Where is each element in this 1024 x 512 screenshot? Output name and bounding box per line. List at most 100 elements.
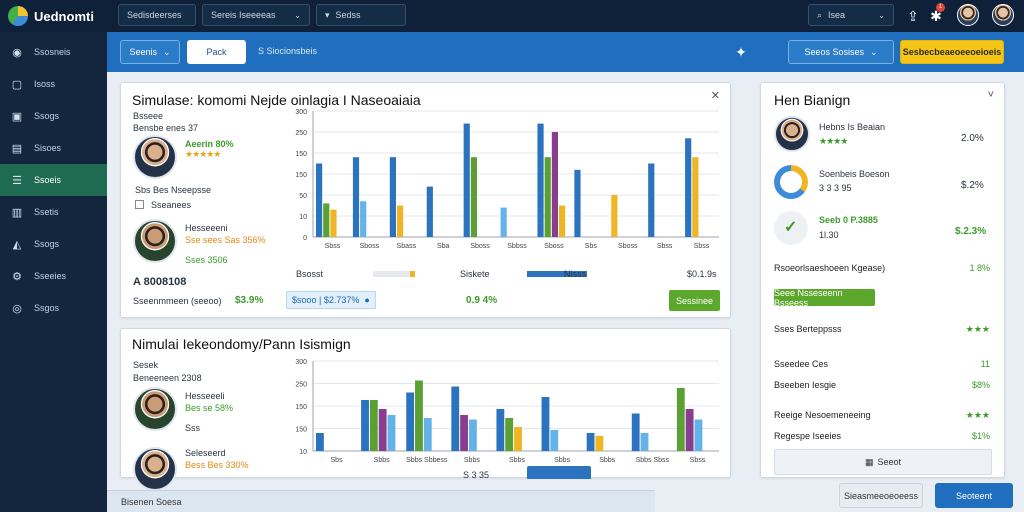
y-tick-label: 50 xyxy=(299,193,307,200)
secondary-button[interactable]: Sieasmeeoeoeess xyxy=(839,483,923,508)
legend-value: $0.1.9s xyxy=(687,269,717,279)
person-avatar xyxy=(133,135,177,179)
close-icon[interactable]: ˅ xyxy=(987,89,994,101)
person-1-rating: ★★★★★ xyxy=(185,149,221,159)
bar xyxy=(640,433,649,451)
row-value: $1% xyxy=(971,431,990,441)
list-icon: ☰ xyxy=(12,174,22,187)
x-tick-label: Sbbs xyxy=(374,457,390,464)
sidebar-item-label: Isoss xyxy=(34,79,56,89)
panel-1-action-button[interactable]: Sessinee xyxy=(669,290,720,311)
checkbox-label: Sseanees xyxy=(151,200,192,210)
sidebar-item-9[interactable]: ◎ Ssgos xyxy=(0,292,107,324)
sidebar-item-2[interactable]: ▢ Isoss xyxy=(0,68,107,100)
notification-badge: 1 xyxy=(936,3,945,12)
right-row-1: Rsoeorlsaeshoeen Kgease) 1 8% xyxy=(774,263,990,273)
right-green-button-label: Seee Nsseseenn Bsseess xyxy=(774,287,843,308)
person-1-score: Aeerin 80% xyxy=(185,139,234,149)
y-tick-label: 250 xyxy=(295,130,307,137)
app-logo[interactable]: Uednomti xyxy=(0,6,118,26)
sidebar-item-3[interactable]: ▣ Ssogs xyxy=(0,100,107,132)
row-label: Sseedee Ces xyxy=(774,359,829,369)
x-tick-label: Sboss xyxy=(544,243,564,250)
upload-icon[interactable]: ⇪ xyxy=(907,7,919,24)
bar xyxy=(460,415,468,451)
search-input[interactable]: ⌕ Isea ⌄ xyxy=(808,4,894,26)
simulation-panel-1: Simulase: komomi Nejde oinlagia I Naseoa… xyxy=(120,82,731,318)
panel-2-subtitle: Sesek xyxy=(133,360,159,370)
bar xyxy=(550,430,559,451)
bar xyxy=(692,157,699,237)
row-value: ★★★ xyxy=(965,410,990,420)
sidebar-item-8[interactable]: ⚙ Sseeies xyxy=(0,260,107,292)
logo-icon xyxy=(8,6,28,26)
right-bottom-button-label: Seeot xyxy=(877,457,902,467)
sidebar-item-1[interactable]: ◉ Ssosneis xyxy=(0,36,107,68)
x-tick-label: Sboss xyxy=(618,243,638,250)
bar xyxy=(631,413,640,451)
y-tick-label: 300 xyxy=(295,109,307,116)
chevron-down-icon: ⌄ xyxy=(294,10,301,20)
filter-icon: ▾ xyxy=(325,9,330,20)
status-text: Bisenen Soesa xyxy=(121,496,182,507)
pack-button[interactable]: Pack xyxy=(187,40,246,64)
person-2-name: Hesseeeni xyxy=(185,223,228,233)
primary-button[interactable]: Seoteent xyxy=(935,483,1013,508)
toolbar-right-select-label: Seeos Sosises xyxy=(804,47,864,57)
bar-chart-1: 300 250 150 150 50 10 0 Sbss Sboss Sbass Sba Sboss S… xyxy=(295,109,719,250)
person-4-stat: Bess Bes 330% xyxy=(185,460,249,470)
y-tick-label: 150 xyxy=(295,151,307,158)
user-avatar-1[interactable] xyxy=(957,4,979,26)
bar xyxy=(360,201,367,237)
x-tick-label: Sbass xyxy=(397,243,417,250)
row-label: Bseeben Iesgie xyxy=(774,380,837,390)
row-label: Regespe Iseeies xyxy=(774,431,842,441)
right-bottom-button[interactable]: ▦ Seeot xyxy=(774,449,992,475)
footer-percent-2: 0.9 4% xyxy=(466,295,498,306)
top-select-2[interactable]: Sereis Iseeeeas ⌄ xyxy=(202,4,310,26)
toolbar-right-select[interactable]: Seeos Sosises ⌄ xyxy=(788,40,894,64)
primary-action-button[interactable]: Sesbecbeaeoeeoeioeis xyxy=(900,40,1004,64)
close-icon[interactable]: ✕ xyxy=(710,90,720,102)
bar xyxy=(463,123,470,237)
sidebar-item-4[interactable]: ▤ Sisoes xyxy=(0,132,107,164)
sidebar-item-6[interactable]: ▥ Ssetis xyxy=(0,196,107,228)
notifications-icon[interactable]: ✱ xyxy=(930,7,942,24)
right-row-2: Sses Berteppsss ★★★ xyxy=(774,324,990,335)
user-avatar-2[interactable] xyxy=(992,4,1014,26)
top-select-3[interactable]: ▾ Sedss xyxy=(316,4,406,26)
legend-label-2: Siskete xyxy=(460,269,490,279)
total-label: A 8008108 xyxy=(133,276,187,288)
sidebar-item-label: Ssogs xyxy=(34,111,60,121)
check-icon: ✓ xyxy=(774,211,808,245)
panel-2-bottom-label: S 3 35 xyxy=(463,470,490,480)
chevron-down-icon: ⌄ xyxy=(870,46,878,57)
person-3-stat: Bes se 58% xyxy=(185,403,234,413)
bar xyxy=(676,388,685,451)
toolbar-select[interactable]: Seenis ⌄ xyxy=(120,40,180,64)
footer-label: Sseenmmeen (seeoo) xyxy=(133,296,222,306)
row-value: ★★★ xyxy=(965,324,990,334)
row-value: 1 8% xyxy=(969,263,990,273)
x-tick-label: Sbbs Sbbess xyxy=(406,457,448,464)
right-item-2-value: $.2% xyxy=(961,180,984,191)
top-select-1[interactable]: Sedisdeerses xyxy=(118,4,196,26)
panel-2-scroll-tab[interactable] xyxy=(527,466,591,479)
sidebar-item-label: Ssoeis xyxy=(34,175,62,185)
bar xyxy=(611,195,618,237)
bar xyxy=(505,418,514,451)
x-tick-label: Sbss xyxy=(325,243,341,250)
right-row-5: Reeige Nesoemeneeing ★★★ xyxy=(774,410,990,421)
bar xyxy=(451,386,460,451)
person-avatar xyxy=(133,387,177,431)
y-tick-label: 300 xyxy=(295,359,307,366)
bar xyxy=(361,400,369,451)
settings-icon[interactable]: ✦ xyxy=(735,43,747,60)
bar xyxy=(496,409,505,451)
checkbox[interactable] xyxy=(135,200,144,209)
right-green-button[interactable]: Seee Nsseseenn Bsseess xyxy=(774,287,875,308)
sidebar-item-label: Sseeies xyxy=(34,271,67,281)
sidebar-item-5[interactable]: ☰ Ssoeis xyxy=(0,164,107,196)
bar xyxy=(316,433,324,451)
sidebar-item-7[interactable]: ◭ Ssogs xyxy=(0,228,107,260)
